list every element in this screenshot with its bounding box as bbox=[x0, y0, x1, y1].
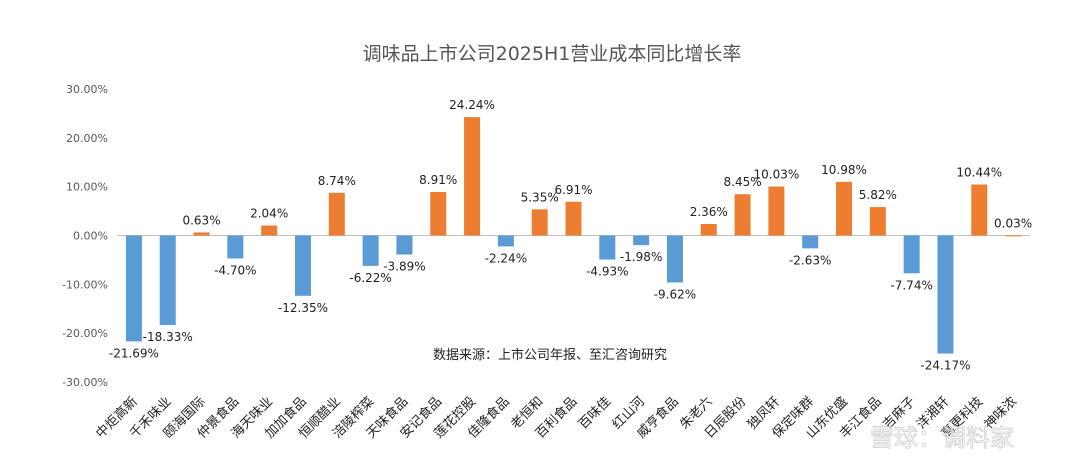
bar bbox=[430, 191, 447, 236]
bar bbox=[599, 235, 616, 260]
bar bbox=[125, 235, 142, 342]
data-label: -18.33% bbox=[143, 330, 193, 344]
bar bbox=[261, 225, 278, 236]
y-tick-label: 30.00% bbox=[66, 83, 108, 96]
watermark: 雪球：调料家 bbox=[870, 424, 1014, 452]
bar bbox=[362, 235, 379, 266]
bar bbox=[193, 232, 210, 236]
data-label: 0.63% bbox=[182, 213, 220, 227]
category-label: 百味佳 bbox=[576, 394, 614, 432]
data-label: -6.22% bbox=[349, 271, 391, 285]
data-label: 5.82% bbox=[859, 188, 897, 202]
bar bbox=[903, 235, 920, 274]
data-label: 6.91% bbox=[554, 183, 592, 197]
data-label: 2.04% bbox=[250, 207, 288, 221]
data-label: 10.98% bbox=[821, 163, 867, 177]
data-label: -3.89% bbox=[383, 259, 425, 273]
bar bbox=[971, 184, 988, 236]
y-tick-label: -20.00% bbox=[62, 327, 108, 340]
data-label: -1.98% bbox=[620, 250, 662, 264]
bar bbox=[294, 235, 311, 296]
bar bbox=[937, 235, 954, 354]
y-tick-label: -30.00% bbox=[62, 376, 108, 389]
data-label: -12.35% bbox=[278, 301, 328, 315]
data-label: 8.91% bbox=[419, 173, 457, 187]
data-labels-group: -21.69% -18.33% 0.63% -4.70% 2.04% -12.35% 8.7… bbox=[109, 98, 1032, 372]
bar bbox=[531, 209, 548, 236]
data-label: -24.17% bbox=[920, 359, 970, 373]
bar bbox=[768, 186, 785, 236]
bar bbox=[396, 235, 413, 255]
data-label: 10.03% bbox=[754, 168, 800, 182]
bar bbox=[565, 201, 582, 236]
bar bbox=[497, 235, 514, 247]
data-label: 10.44% bbox=[956, 166, 1002, 180]
bar bbox=[159, 235, 176, 326]
y-tick-label: 10.00% bbox=[66, 181, 108, 194]
data-label: -4.70% bbox=[214, 263, 256, 277]
bar bbox=[328, 192, 345, 236]
bar bbox=[666, 235, 683, 283]
data-label: -2.24% bbox=[485, 251, 527, 265]
source-note: 数据来源：上市公司年报、至汇咨询研究 bbox=[433, 347, 667, 363]
bar bbox=[700, 223, 717, 236]
y-tick-label: 0.00% bbox=[73, 230, 108, 243]
bars-group bbox=[125, 117, 1022, 354]
data-label: 0.03% bbox=[994, 216, 1032, 230]
data-label: -9.62% bbox=[654, 287, 696, 301]
y-tick-label: 20.00% bbox=[66, 132, 108, 145]
data-label: -21.69% bbox=[109, 346, 159, 360]
data-label: 2.36% bbox=[690, 205, 728, 219]
data-label: -2.63% bbox=[789, 253, 831, 267]
data-label: -7.74% bbox=[890, 278, 932, 292]
y-axis: 30.00% 20.00% 10.00% 0.00% -10.00% -20.00% -30… bbox=[62, 83, 108, 389]
data-label: 8.74% bbox=[318, 174, 356, 188]
chart-title: 调味品上市公司2025H1营业成本同比增长率 bbox=[363, 43, 742, 65]
y-tick-label: -10.00% bbox=[62, 278, 108, 291]
bar bbox=[734, 194, 751, 236]
bar bbox=[836, 181, 853, 236]
data-label: 5.35% bbox=[521, 190, 559, 204]
bar bbox=[869, 207, 886, 236]
data-label: 8.45% bbox=[724, 175, 762, 189]
bar bbox=[633, 235, 650, 246]
bar bbox=[227, 235, 244, 259]
data-label: -4.93% bbox=[586, 265, 628, 279]
bar bbox=[802, 235, 819, 249]
bar bbox=[464, 117, 481, 236]
bar bbox=[1005, 235, 1022, 237]
data-label: 24.24% bbox=[449, 98, 495, 112]
